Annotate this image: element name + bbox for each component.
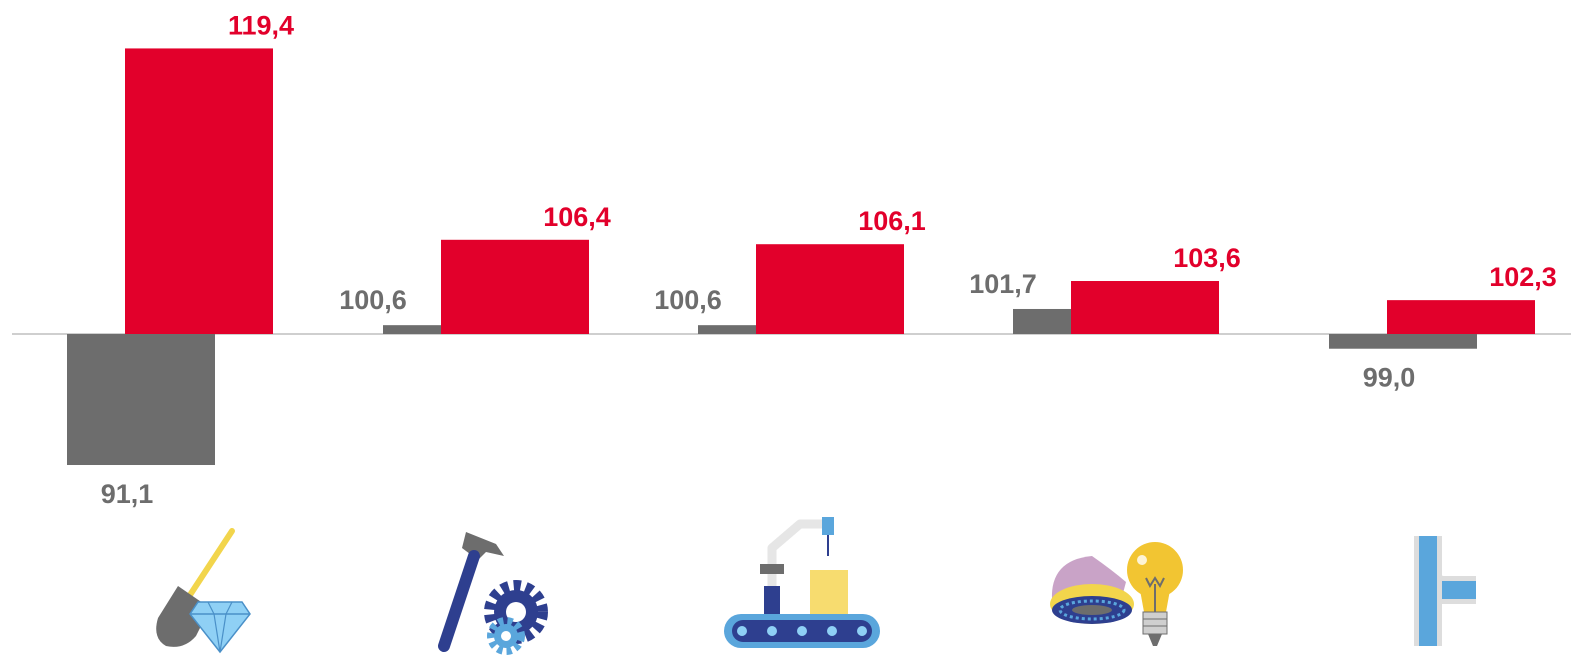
bar-s2-water-supply: [1387, 300, 1535, 334]
value-label-s1-industrial-production: 100,6: [654, 285, 722, 315]
value-label-s2-manufacturing: 106,4: [543, 202, 611, 232]
water-pipe-icon: [1414, 536, 1476, 646]
value-label-s1-water-supply: 99,0: [1363, 363, 1416, 393]
bar-s2-manufacturing: [441, 239, 589, 334]
bar-s2-industrial-production: [756, 244, 904, 334]
bar-s1-water-supply: [1329, 334, 1477, 349]
value-label-s2-water-supply: 102,3: [1489, 262, 1557, 292]
value-label-s2-energy-gas: 103,6: [1173, 243, 1241, 273]
conveyor-robot-icon: [724, 517, 880, 648]
shovel-diamond-icon: [156, 528, 251, 654]
bar-s1-mining: [67, 334, 215, 466]
gas-flame-lightbulb-icon: [1050, 542, 1183, 646]
hammer-gear-icon: [438, 532, 548, 655]
bar-s2-mining: [125, 48, 273, 334]
value-label-s1-mining: 91,1: [101, 479, 154, 509]
bar-s2-energy-gas: [1071, 281, 1219, 334]
value-label-s2-mining: 119,4: [228, 10, 294, 40]
value-label-s2-industrial-production: 106,1: [858, 206, 926, 236]
value-label-s1-manufacturing: 100,6: [339, 285, 407, 315]
value-label-s1-energy-gas: 101,7: [969, 269, 1037, 299]
